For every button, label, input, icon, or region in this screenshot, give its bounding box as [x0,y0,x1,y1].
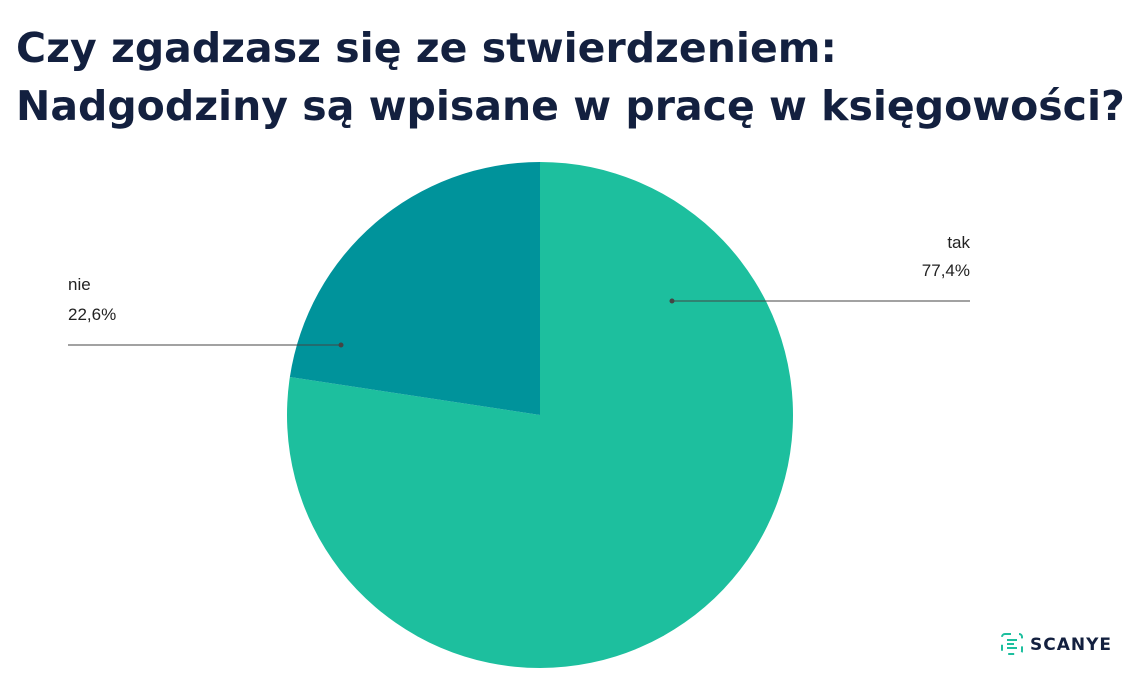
chart-title: Czy zgadzasz się ze stwierdzeniem: [16,24,837,72]
pie-slice [289,162,540,415]
logo-icon [1001,633,1023,655]
value-label: 77,4% [922,261,970,280]
logo-text: SCANYE [1030,635,1112,655]
chart-title: Nadgodziny są wpisane w pracę w księgowo… [16,82,1125,130]
value-label: 22,6% [68,305,116,324]
leader-dot [669,298,675,304]
slice-label: tak [947,233,970,252]
logo: SCANYE [1001,633,1112,655]
logo-icon [1007,639,1017,649]
slice-label: nie [68,275,91,294]
leader-dot [338,342,344,348]
